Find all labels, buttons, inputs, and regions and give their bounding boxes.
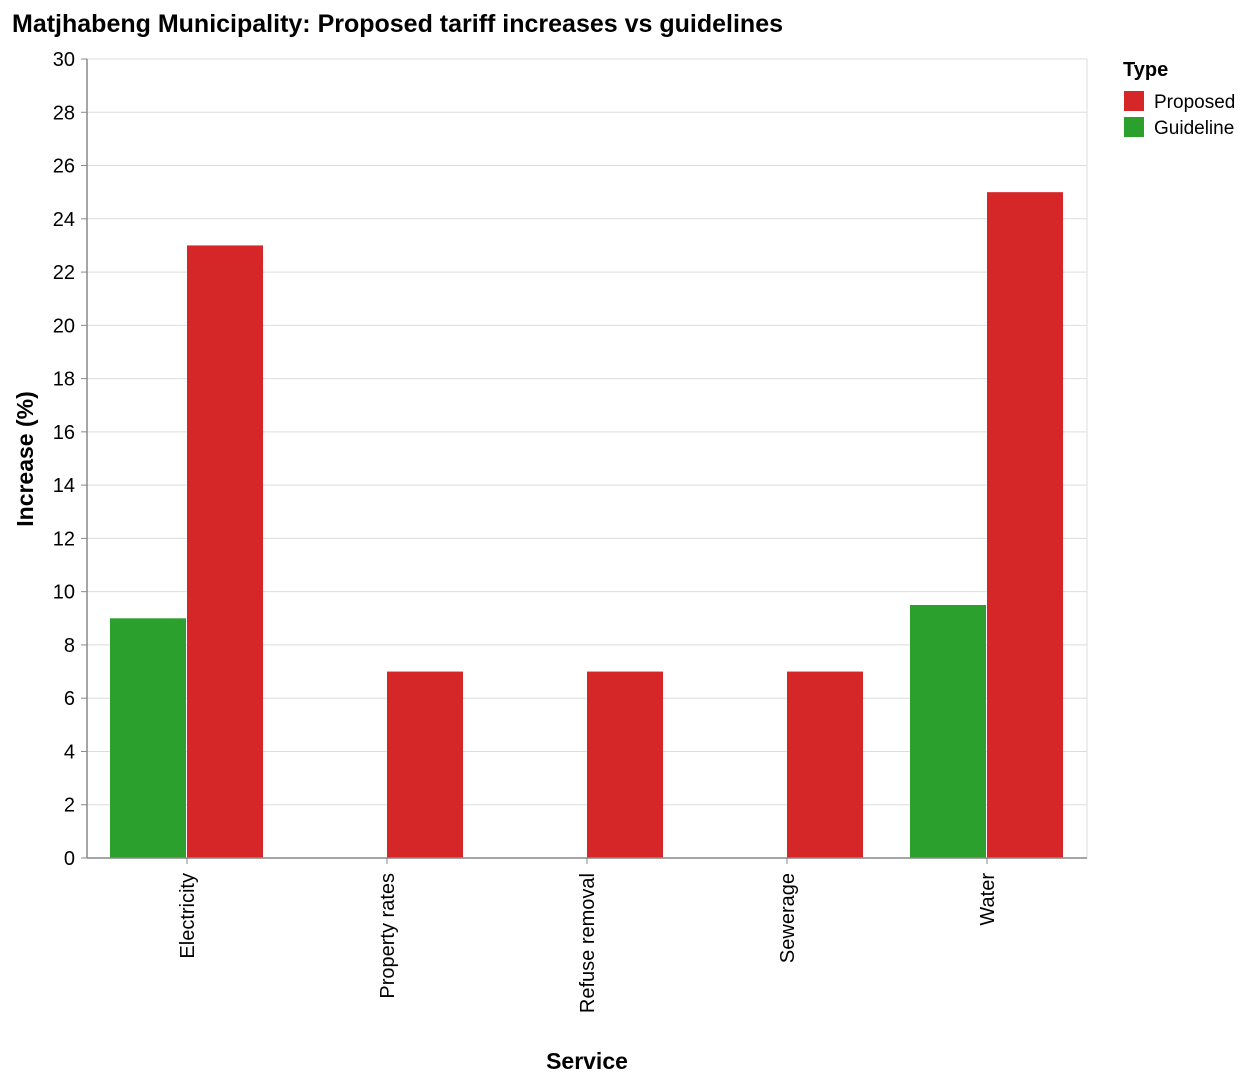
y-tick-label: 22 bbox=[53, 262, 75, 284]
x-tick-label: Electricity bbox=[177, 873, 199, 959]
y-tick-label: 14 bbox=[53, 475, 75, 497]
bar-proposed-water bbox=[987, 192, 1063, 858]
x-tick-label: Water bbox=[977, 873, 999, 926]
x-axis: Electricity Property rates Refuse removal S… bbox=[87, 857, 1087, 1013]
y-tick-label: 8 bbox=[64, 635, 75, 657]
chart-title: Matjhabeng Municipality: Proposed tariff… bbox=[12, 10, 783, 38]
legend-label-proposed: Proposed bbox=[1154, 92, 1235, 113]
y-tick-label: 18 bbox=[53, 369, 75, 391]
y-tick-label: 28 bbox=[53, 102, 75, 124]
bar-guideline-water bbox=[910, 604, 986, 858]
y-tick-label: 26 bbox=[53, 156, 75, 178]
bar-proposed-refuse-removal bbox=[587, 671, 663, 858]
y-tick-label: 30 bbox=[53, 49, 75, 71]
y-tick-label: 24 bbox=[53, 209, 75, 231]
x-tick-label: Refuse removal bbox=[577, 873, 599, 1013]
x-tick-label: Property rates bbox=[377, 873, 399, 999]
y-tick-label: 10 bbox=[53, 582, 75, 604]
y-tick-label: 0 bbox=[64, 848, 75, 870]
bar-proposed-sewerage bbox=[787, 671, 863, 858]
bar-proposed-property-rates bbox=[387, 671, 463, 858]
legend: Type Proposed Guideline bbox=[1123, 59, 1235, 139]
y-tick-label: 20 bbox=[53, 315, 75, 337]
legend-swatch-proposed bbox=[1124, 91, 1144, 111]
y-tick-label: 12 bbox=[53, 528, 75, 550]
y-tick-label: 16 bbox=[53, 422, 75, 444]
y-axis-title: Increase (%) bbox=[12, 391, 38, 527]
y-tick-label: 4 bbox=[64, 741, 75, 763]
y-tick-label: 2 bbox=[64, 795, 75, 817]
y-tick-label: 6 bbox=[64, 688, 75, 710]
legend-label-guideline: Guideline bbox=[1154, 118, 1234, 139]
bar-proposed-electricity bbox=[187, 245, 263, 858]
bars bbox=[110, 192, 1063, 858]
x-axis-title: Service bbox=[546, 1048, 628, 1074]
legend-title: Type bbox=[1123, 59, 1168, 81]
x-tick-label: Sewerage bbox=[777, 873, 799, 963]
bar-guideline-electricity bbox=[110, 618, 186, 858]
legend-swatch-guideline bbox=[1124, 117, 1144, 137]
